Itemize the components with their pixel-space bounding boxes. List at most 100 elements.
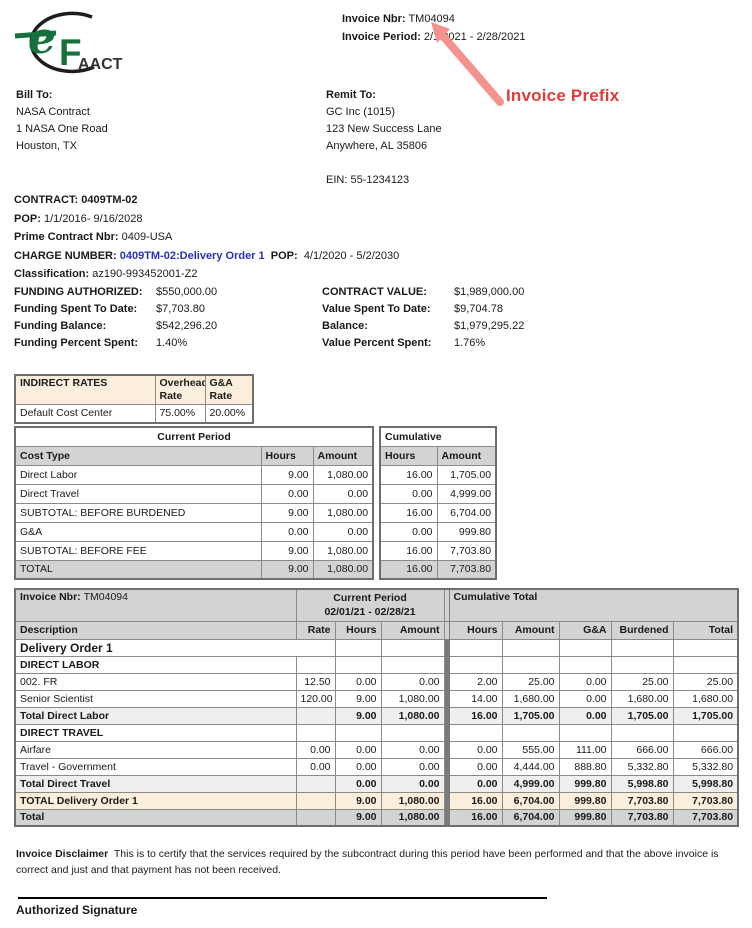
efaact-logo-graphic: e F AACT (14, 11, 123, 74)
total-cell: 7,703.80 (672, 791, 739, 810)
amount-cell (380, 655, 445, 674)
rate-cell (295, 808, 336, 827)
detail-invoice-label: Invoice Nbr: (20, 591, 81, 603)
cum-hours-header: Hours (448, 620, 503, 640)
amount-header: Amount (380, 620, 445, 640)
logo-ellipse (29, 11, 95, 74)
annotation-label: Invoice Prefix (506, 86, 620, 105)
funding-right: CONTRACT VALUE: $1,989,000.00 Value Spent … (322, 284, 524, 352)
detail-header-top-row: Invoice Nbr: TM04094 Current Period 02/0… (14, 588, 739, 622)
hours-cell: 0.00 (334, 774, 382, 793)
cumulative-title-row: Cumulative (379, 426, 497, 447)
funding-row: Funding Percent Spent: 1.40% (14, 335, 217, 352)
current-period-title-row: Current Period (14, 426, 374, 447)
cum-hours-cell (448, 638, 503, 657)
amount-cell: 1,080.00 (380, 689, 445, 708)
detail-row: 002. FR 12.50 0.00 0.00 2.00 25.00 0.00 25.00 25… (14, 672, 739, 691)
funding-label: Funding Balance: (14, 320, 107, 332)
detail-current-period-header: Current Period 02/01/21 - 02/28/21 (295, 588, 445, 622)
funding-row: Value Percent Spent: 1.76% (322, 335, 524, 352)
hours-header: Hours (260, 445, 314, 466)
description-cell: Total Direct Labor (14, 706, 297, 725)
burdened-cell: 1,680.00 (610, 689, 674, 708)
invoice-disclaimer: Invoice Disclaimer This is to certify th… (16, 846, 732, 878)
amount-cell: 0.00 (312, 521, 374, 542)
remit-to-line: 123 New Success Lane (326, 123, 442, 135)
remit-to-line: GC Inc (1015) (326, 106, 396, 118)
hours-header: Hours (334, 620, 382, 640)
rate-cell: 12.50 (295, 672, 336, 691)
amount-cell: 0.00 (380, 740, 445, 759)
amount-cell: 999.80 (436, 521, 497, 542)
total-cell (672, 655, 739, 674)
description-cell: 002. FR (14, 672, 297, 691)
description-cell: Total Direct Travel (14, 774, 297, 793)
burdened-cell: 7,703.80 (610, 808, 674, 827)
prime-contract-value: 0409-USA (121, 231, 173, 243)
ga-cell: 0.00 (558, 672, 612, 691)
amount-cell (380, 723, 445, 742)
detail-row: Delivery Order 1 (14, 638, 739, 657)
amount-cell: 1,080.00 (312, 464, 374, 485)
cum-amount-cell: 555.00 (501, 740, 560, 759)
description-cell: Delivery Order 1 (14, 638, 336, 657)
hours-cell: 9.00 (334, 808, 382, 827)
burdened-cell: 5,998.80 (610, 774, 674, 793)
cum-amount-header: Amount (501, 620, 560, 640)
amount-cell: 0.00 (312, 483, 374, 504)
cost-type-cell: SUBTOTAL: BEFORE BURDENED (14, 502, 262, 523)
summary-row: SUBTOTAL: BEFORE FEE 9.00 1,080.00 (14, 540, 374, 561)
summary-row: 16.00 7,703.80 (379, 540, 497, 561)
amount-cell: 0.00 (380, 774, 445, 793)
description-cell: Total (14, 808, 297, 827)
cum-hours-cell: 2.00 (448, 672, 503, 691)
cost-type-cell: SUBTOTAL: BEFORE FEE (14, 540, 262, 561)
current-period-range: 02/01/21 - 02/28/21 (324, 606, 416, 618)
amount-cell: 1,080.00 (312, 540, 374, 561)
current-period-table: Current Period Cost Type Hours Amount Di… (14, 426, 375, 580)
cum-hours-cell: 0.00 (448, 757, 503, 776)
total-cell: 1,705.00 (672, 706, 739, 725)
charge-pop-label: POP: (270, 249, 298, 262)
amount-header: Amount (436, 445, 497, 466)
cost-type-cell: G&A (14, 521, 262, 542)
rate-cell (295, 706, 336, 725)
invoice-period-label: Invoice Period: (342, 31, 421, 43)
charge-number-label: CHARGE NUMBER: (14, 249, 117, 262)
burdened-cell: 7,703.80 (610, 791, 674, 810)
efaact-logo: e F AACT (12, 6, 124, 78)
total-cell: 1,680.00 (672, 689, 739, 708)
hours-cell: 9.00 (260, 540, 314, 561)
signature-line (18, 897, 547, 899)
ga-cell: 111.00 (558, 740, 612, 759)
detail-cumulative-header: Cumulative Total (448, 588, 739, 622)
rate-cell: 0.00 (295, 740, 336, 759)
total-header: Total (672, 620, 739, 640)
cost-summary: Current Period Cost Type Hours Amount Di… (14, 426, 498, 580)
hours-header: Hours (379, 445, 438, 466)
amount-cell: 1,080.00 (312, 502, 374, 523)
detail-row: Airfare 0.00 0.00 0.00 0.00 555.00 111.00 666.0… (14, 740, 739, 759)
prime-contract-line: Prime Contract Nbr: 0409-USA (14, 228, 399, 247)
cum-amount-cell: 1,705.00 (501, 706, 560, 725)
total-cell: 666.00 (672, 740, 739, 759)
burdened-cell (610, 655, 674, 674)
hours-cell: 9.00 (260, 502, 314, 523)
description-cell: Senior Scientist (14, 689, 297, 708)
cum-hours-cell (448, 723, 503, 742)
invoice-detail-table: Invoice Nbr: TM04094 Current Period 02/0… (14, 588, 740, 827)
total-cell: 5,332.80 (672, 757, 739, 776)
rate-header: Rate (295, 620, 336, 640)
ga-cell: 999.80 (558, 774, 612, 793)
burdened-cell (610, 723, 674, 742)
description-cell: Travel - Government (14, 757, 297, 776)
charge-number-link[interactable]: 0409TM-02:Delivery Order 1 (119, 249, 265, 262)
pop-value: 1/1/2016- 9/16/2028 (43, 212, 143, 225)
current-period-title: Current Period (333, 592, 407, 604)
indirect-rates-row: Default Cost Center 75.00% 20.00% (14, 404, 254, 423)
funding-value: $1,989,000.00 (454, 286, 525, 298)
funding-label: FUNDING AUTHORIZED: (14, 286, 143, 298)
prime-contract-label: Prime Contract Nbr: (14, 231, 119, 243)
classification-value: az190-993452001-Z2 (92, 268, 198, 280)
summary-row: 16.00 6,704.00 (379, 502, 497, 523)
